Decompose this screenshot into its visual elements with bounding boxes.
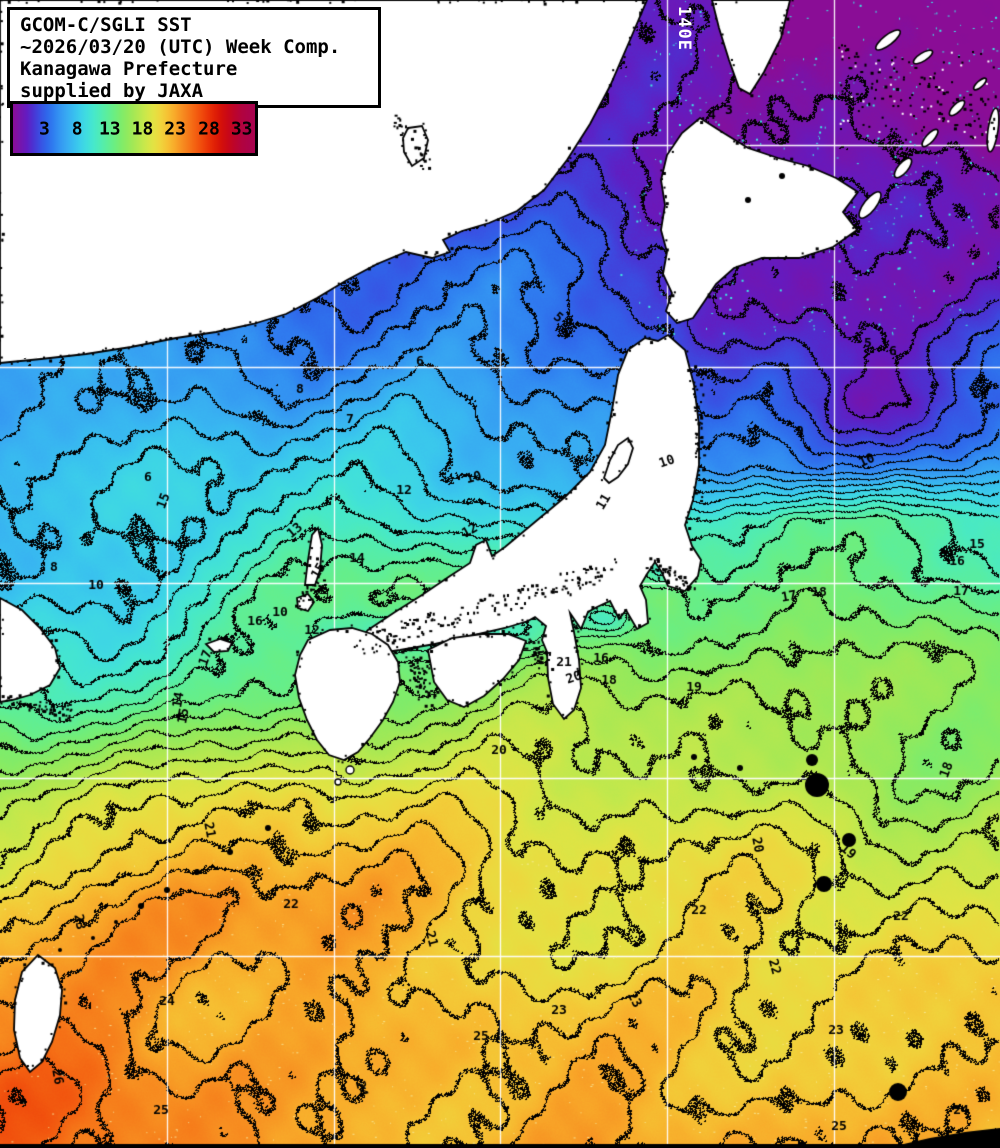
longitude-label: 140E: [674, 6, 694, 51]
title-date: ~2026/03/20 (UTC) Week Comp.: [20, 36, 341, 58]
temperature-colorbar: 3 8 13 18 23 28 33: [10, 101, 258, 156]
colorbar-tick: 28: [198, 118, 220, 139]
title-credit: supplied by JAXA: [20, 80, 204, 102]
colorbar-ticks: 3 8 13 18 23 28 33: [13, 104, 255, 153]
title-box: GCOM-C/SGLI SST ~2026/03/20 (UTC) Week C…: [7, 7, 381, 108]
colorbar-tick: 3: [39, 118, 50, 139]
title-region: Kanagawa Prefecture: [20, 58, 238, 80]
latitude-label: 40N: [8, 343, 42, 363]
colorbar-tick: 33: [230, 118, 253, 139]
colorbar-gradient: [13, 104, 255, 153]
colorbar-tick: 23: [164, 118, 186, 139]
colorbar-tick: 8: [71, 118, 83, 139]
title-product: GCOM-C/SGLI SST: [20, 14, 192, 36]
colorbar-tick: 13: [98, 118, 121, 139]
colorbar-tick: 18: [131, 118, 154, 139]
